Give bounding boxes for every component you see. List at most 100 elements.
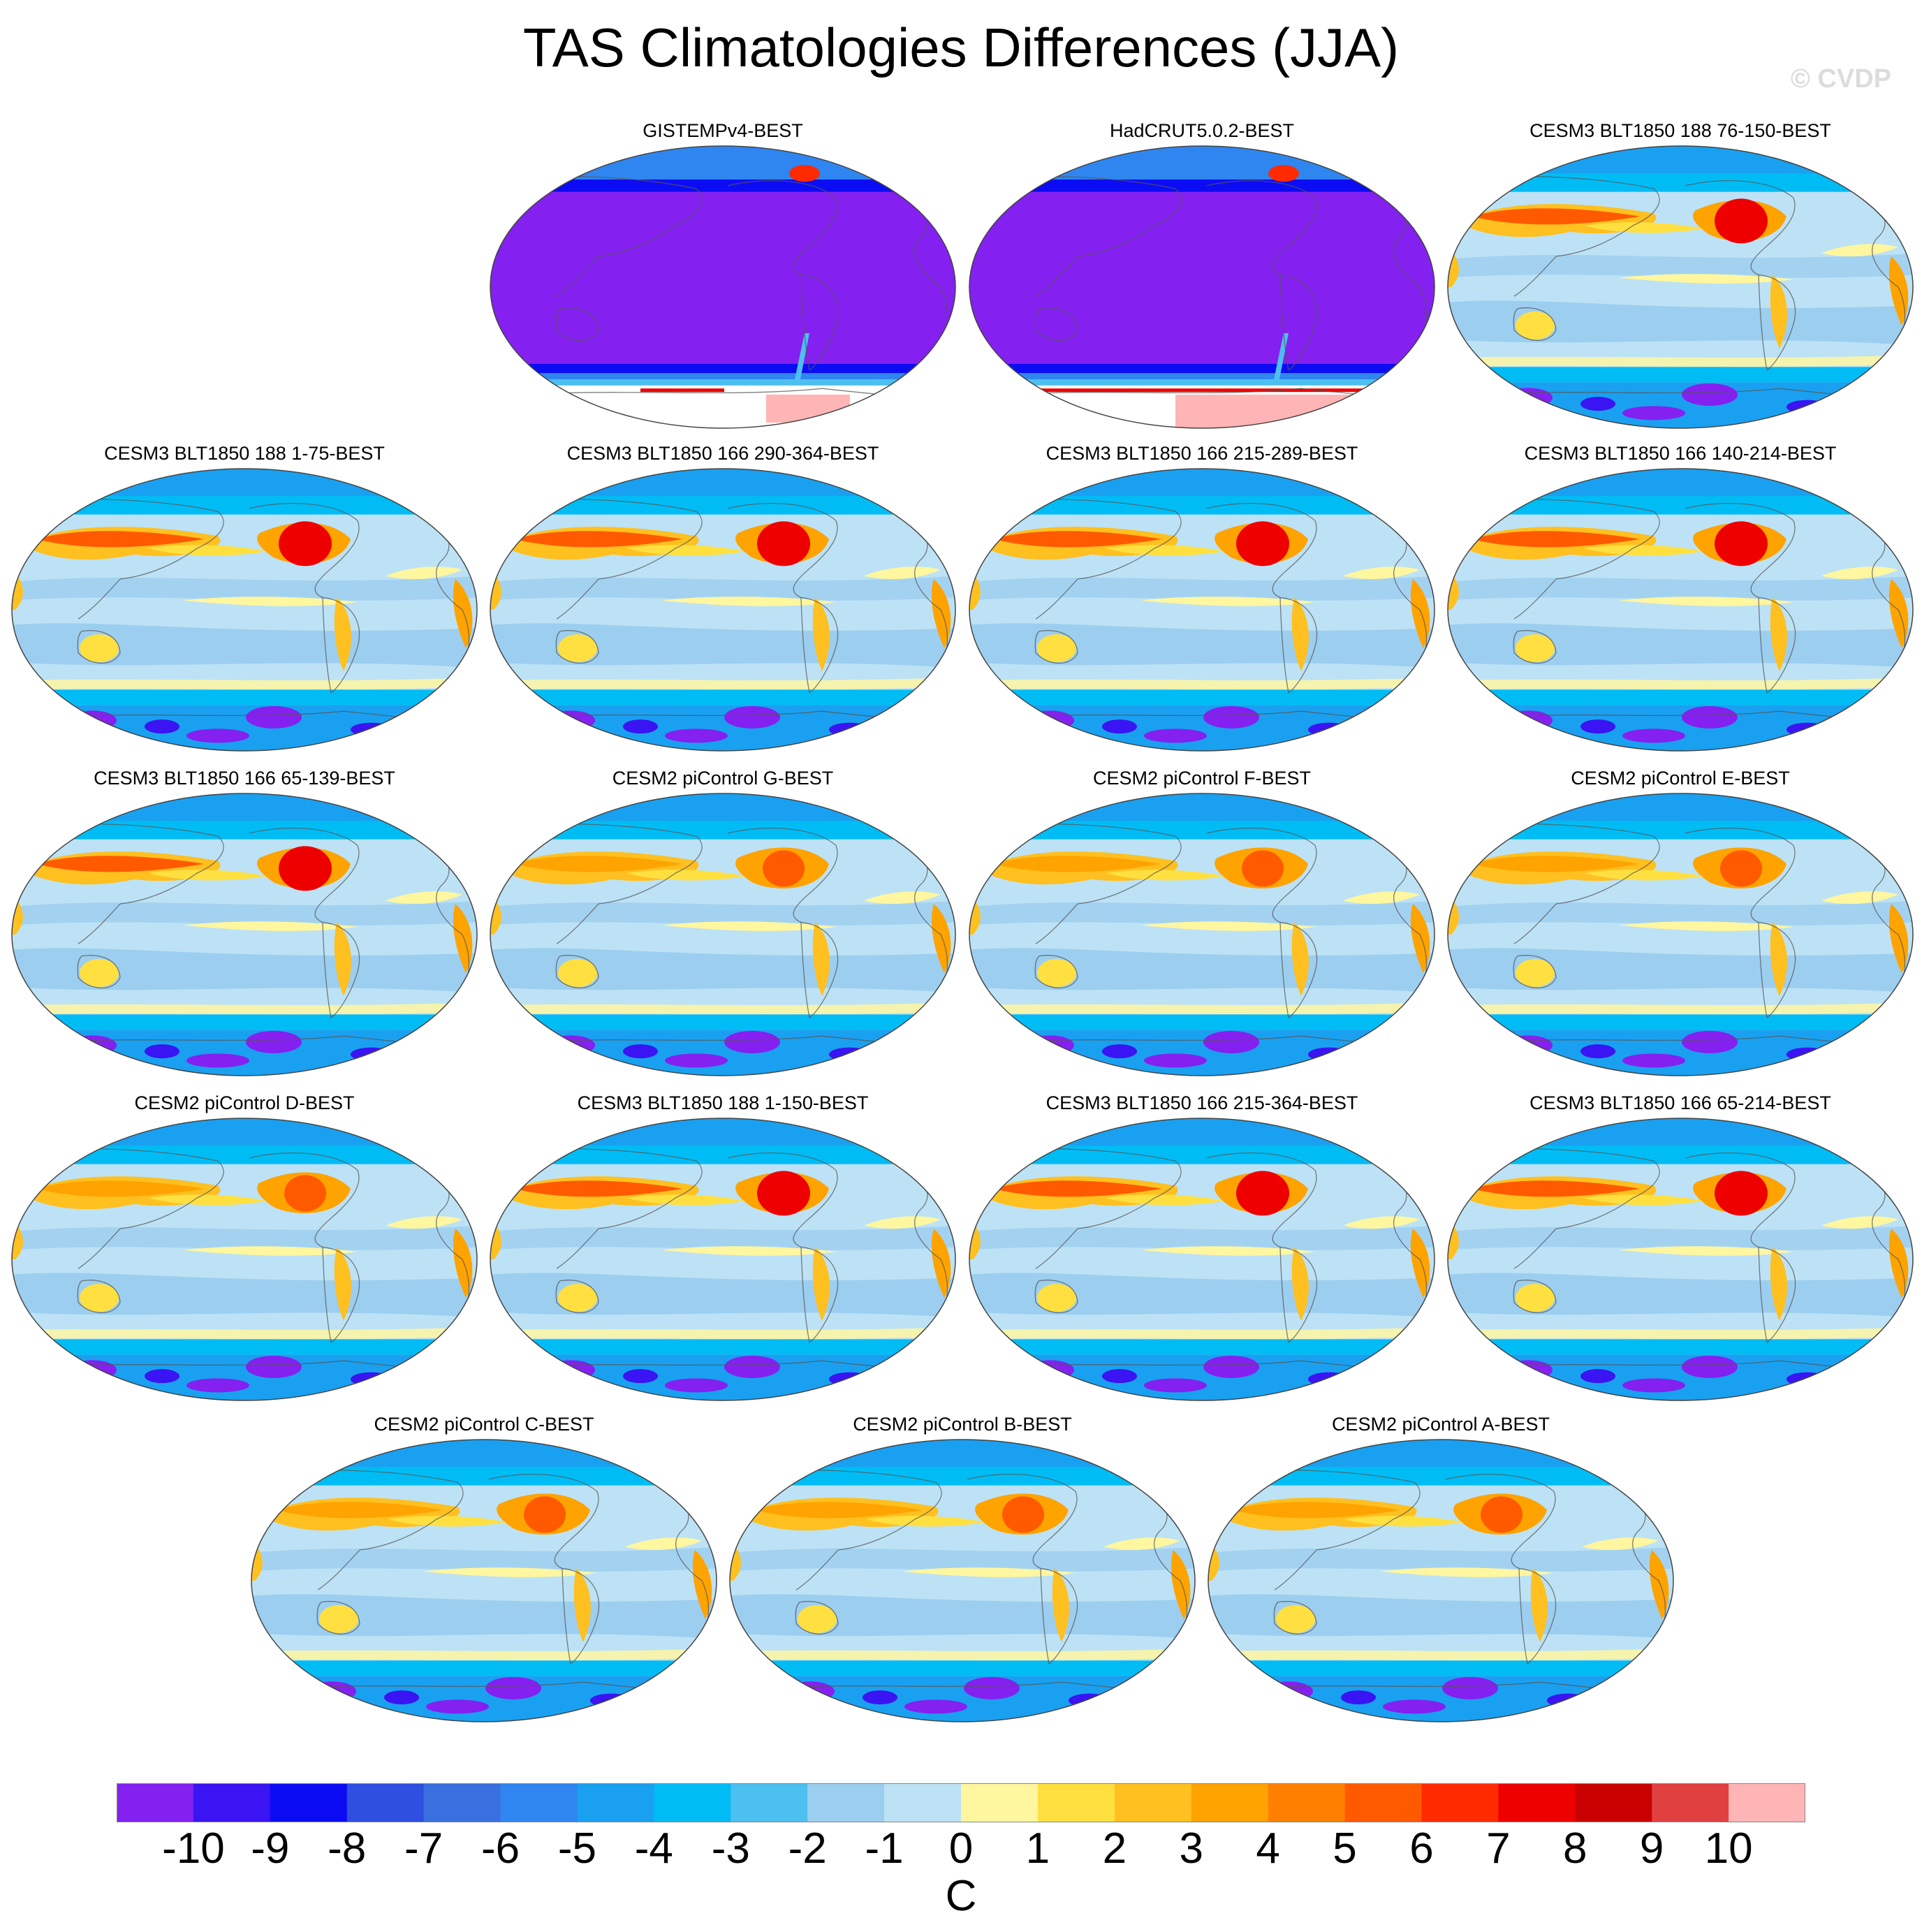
field-so-band (490, 1339, 955, 1355)
field-band-north (490, 576, 955, 601)
field-antarctic-cold (665, 729, 728, 743)
coastline (1518, 1567, 1557, 1664)
colorbar-tick-label: -4 (634, 1824, 673, 1873)
field-arctic-hot (789, 165, 820, 182)
field-antarctic-cold (786, 1681, 835, 1702)
coastline (555, 955, 599, 989)
field-so-band2 (490, 1354, 955, 1400)
colorbar-segment (117, 1783, 194, 1822)
map-border (969, 793, 1435, 1076)
field-so-band (730, 1660, 1195, 1676)
field-band-south (490, 623, 955, 668)
map-panel: CESM2 piControl B-BEST (726, 1411, 1198, 1732)
field-band-south (1448, 623, 1913, 668)
field-eurasia-hot (994, 856, 1161, 872)
field-antarctic-cold (1682, 1355, 1738, 1378)
field-arctic-cap (1448, 469, 1913, 497)
colorbar-tick-label: 4 (1256, 1824, 1280, 1873)
field-australia (80, 1283, 119, 1312)
field-atlantic-warm (1343, 1216, 1420, 1229)
coastline (1034, 1280, 1078, 1314)
colorbar-segment (1652, 1783, 1729, 1822)
coastline (488, 1474, 599, 1569)
field-pacific-warm (148, 1194, 267, 1206)
coastline (1513, 630, 1557, 664)
coastline (1035, 1228, 1078, 1269)
field-africa-warm (1649, 1550, 1669, 1619)
coastline (1513, 903, 1557, 944)
field-antarctic-cold (351, 722, 393, 737)
map-border (969, 145, 1435, 429)
field-africa-warm (1410, 904, 1430, 973)
map-border (969, 1118, 1435, 1401)
coastline (1685, 503, 1796, 598)
field-band-north (969, 900, 1435, 925)
field-arctic-cap (12, 793, 477, 821)
map-border (11, 793, 478, 1076)
map-border (251, 1439, 717, 1722)
field-antarctic-cold (68, 710, 117, 731)
field-africa-warm (1888, 579, 1909, 648)
field-namerica-hot (284, 1175, 326, 1212)
coastline (556, 578, 599, 620)
field-eurasia-hot (1472, 1180, 1640, 1197)
field-antarctic-cold (1144, 1378, 1207, 1393)
field-namerica-hot (1242, 850, 1284, 887)
colorbar-tick-label: -3 (711, 1824, 750, 1873)
field-band-north (490, 1225, 955, 1250)
field-eurasia-hot (515, 531, 682, 548)
map-panel: CESM3 BLT1850 166 65-139-BEST (8, 765, 480, 1086)
colorbar-tick-label: 7 (1486, 1824, 1511, 1873)
map-svg (490, 468, 956, 752)
field-antarctic-cold (829, 722, 871, 737)
field-antarctic-cold (145, 719, 179, 734)
colorbar-segment (423, 1783, 501, 1822)
field-so-band (1448, 1339, 1913, 1355)
field-so-band2 (969, 373, 1435, 379)
coastline (1513, 256, 1557, 297)
coastline (1513, 1280, 1557, 1314)
field-eq-tongue (1619, 1246, 1793, 1256)
field-antarctic-cold (1504, 388, 1553, 408)
field-eurasia-hot (1472, 208, 1640, 225)
panel-title: CESM2 piControl A-BEST (1331, 1414, 1550, 1435)
coastline (322, 921, 360, 1018)
panel-title: HadCRUT5.0.2-BEST (1109, 120, 1295, 141)
coastline (1279, 274, 1318, 371)
coastline (1206, 503, 1317, 598)
coastline (1279, 1246, 1318, 1343)
field-arctic-band (490, 146, 955, 180)
map-field (969, 1118, 1435, 1400)
panel-title: CESM2 piControl D-BEST (134, 1092, 355, 1113)
chart-title: TAS Climatologies Differences (JJA) (522, 17, 1400, 78)
map-field (251, 1440, 717, 1722)
panel-title: CESM3 BLT1850 166 140-214-BEST (1524, 443, 1837, 464)
field-africa-warm (931, 579, 951, 648)
map-panel: CESM2 piControl C-BEST (248, 1411, 720, 1732)
map-svg (490, 793, 956, 1076)
field-band-north (1448, 253, 1913, 278)
map-svg (1447, 468, 1914, 752)
field-australia (558, 634, 597, 662)
field-eurasia-hot (994, 531, 1161, 548)
coastline (795, 1601, 839, 1635)
map-svg (1208, 1439, 1674, 1722)
coastline (795, 1549, 839, 1590)
coastline (1685, 180, 1796, 275)
field-southern-warm (969, 1002, 1435, 1015)
field-antarctic-cold (1504, 1035, 1553, 1055)
coastline (556, 1228, 599, 1269)
field-namerica-hot (1481, 1496, 1523, 1533)
field-antarctic-cold (665, 1053, 728, 1068)
map-field (12, 469, 477, 751)
map-panel: CESM3 BLT1850 166 140-214-BEST (1444, 440, 1916, 761)
field-so-band (1448, 689, 1913, 705)
field-atlantic-warm (1343, 891, 1420, 905)
map-panel: CESM2 piControl D-BEST (8, 1090, 480, 1411)
field-arctic-cap (12, 469, 477, 497)
coastline (1040, 1567, 1078, 1664)
map-svg (969, 793, 1435, 1076)
colorbar-segment (346, 1783, 425, 1822)
field-eq-tongue (1619, 274, 1793, 284)
field-atlantic-warm (386, 566, 462, 580)
